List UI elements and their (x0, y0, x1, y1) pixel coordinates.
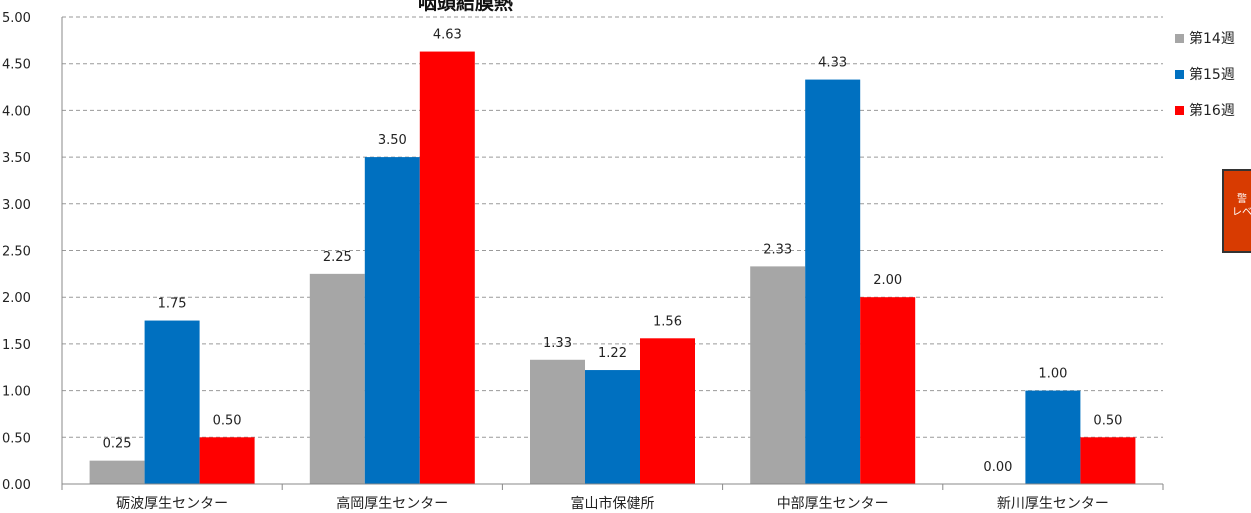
legend-swatch (1175, 69, 1184, 79)
data-label: 1.00 (1038, 367, 1067, 382)
data-label: 2.25 (323, 250, 352, 265)
x-axis: 砺波厚生センター 高岡厚生センター 富山市保健所 中部厚生センター 新川厚生センター (61, 483, 1164, 512)
data-label: 0.50 (1093, 413, 1122, 428)
chart-title: 咽頭結膜熱 (418, 0, 514, 14)
bar (1080, 437, 1136, 484)
y-tick-label: 0.50 (2, 431, 31, 446)
legend-label: 第15週 (1189, 67, 1235, 83)
y-tick-label: 5.00 (2, 11, 31, 26)
x-tick-label: 中部厚生センター (777, 496, 889, 512)
legend: 第14週 第15週 第16週 (1175, 28, 1235, 136)
y-tick-label: 1.00 (2, 385, 31, 400)
data-label: 1.56 (653, 314, 682, 329)
y-tick-label: 1.50 (2, 338, 31, 353)
y-tick-label: 0.00 (2, 478, 31, 493)
bar (640, 338, 695, 484)
legend-label: 第16週 (1189, 103, 1235, 119)
data-label: 2.33 (763, 242, 792, 257)
bar (144, 320, 200, 484)
bar (89, 460, 145, 484)
x-tick-label: 砺波厚生センター (116, 496, 228, 512)
x-tick-label: 新川厚生センター (997, 496, 1109, 512)
x-tick-label: 高岡厚生センター (336, 495, 448, 512)
bar (364, 157, 420, 484)
bar (860, 297, 916, 484)
legend-swatch (1175, 33, 1184, 43)
data-label: 3.50 (378, 133, 407, 148)
bar (309, 273, 365, 484)
data-label: 1.22 (598, 346, 627, 361)
bar (1025, 390, 1081, 484)
bar (530, 359, 585, 484)
y-tick-label: 2.00 (2, 291, 31, 306)
data-label: 1.33 (543, 336, 572, 351)
legend-swatch (1175, 105, 1184, 115)
data-label: 4.63 (433, 28, 462, 43)
legend-item-week14: 第14週 (1175, 28, 1235, 48)
legend-item-week16: 第16週 (1175, 100, 1235, 120)
y-tick-label: 3.00 (2, 198, 31, 213)
x-tick-label: 富山市保健所 (571, 495, 655, 512)
bars (89, 51, 1136, 485)
y-tick-label: 2.50 (2, 245, 31, 260)
legend-item-week15: 第15週 (1175, 64, 1235, 84)
data-label: 4.33 (818, 56, 847, 71)
data-label: 0.50 (213, 413, 242, 428)
alert-box-line1: 警 (1237, 194, 1247, 205)
y-axis: 0.00 0.50 1.00 1.50 2.00 2.50 3.00 3.50 4.00 4.50… (2, 11, 63, 493)
legend-label: 第14週 (1189, 31, 1235, 47)
data-label: 2.00 (873, 273, 902, 288)
bar (419, 51, 475, 485)
bar (750, 266, 806, 484)
data-labels: 0.25 1.75 0.50 2.25 3.50 4.63 1.33 1.22 1.56 2.33… (103, 28, 1123, 475)
bar (199, 437, 255, 484)
data-label: 1.75 (158, 297, 187, 312)
data-label: 0.25 (103, 437, 132, 452)
gridlines (62, 16, 1163, 438)
bar (585, 370, 640, 484)
alert-box-line2: レベ (1232, 207, 1251, 218)
y-tick-label: 4.50 (2, 58, 31, 73)
data-label: 0.00 (983, 460, 1012, 475)
alert-level-box: 警 レベ (1222, 169, 1251, 253)
y-tick-label: 4.00 (2, 104, 31, 119)
bar (805, 79, 861, 484)
y-tick-label: 3.50 (2, 151, 31, 166)
